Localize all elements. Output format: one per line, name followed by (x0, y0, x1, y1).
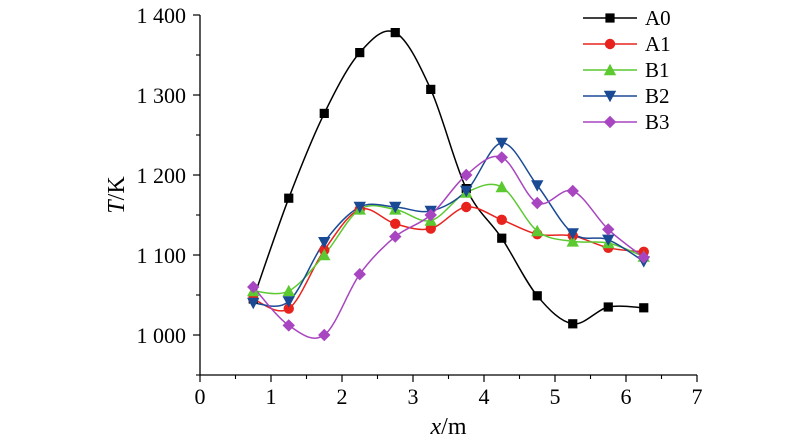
data-point-b3 (318, 328, 331, 342)
legend-label-b2: B2 (645, 84, 670, 108)
data-point-a0 (497, 233, 507, 243)
legend-label-a0: A0 (645, 6, 671, 30)
data-point-b3 (460, 168, 473, 182)
data-point-b2 (495, 137, 508, 150)
x-axis-var: x (430, 414, 442, 440)
data-point-b3 (602, 223, 615, 236)
data-point-b3 (353, 268, 366, 281)
x-tick-label: 2 (337, 384, 348, 409)
data-point-b2 (602, 234, 615, 246)
data-point-a0 (284, 193, 294, 203)
data-point-b1 (495, 180, 508, 193)
y-axis-var: T (104, 199, 130, 214)
data-point-b3 (637, 251, 650, 264)
legend-label-b1: B1 (645, 58, 670, 82)
x-ticks: 0 1 2 3 4 5 6 7 (195, 375, 703, 409)
x-tick-label: 0 (195, 384, 206, 409)
series-lines (252, 30, 645, 339)
data-point-b1 (531, 224, 544, 237)
data-point-b2 (282, 296, 295, 308)
legend-marker-a0 (605, 13, 615, 23)
data-point-b1 (282, 284, 295, 297)
legend-marker-b1 (603, 63, 617, 76)
series-markers (247, 28, 650, 342)
data-point-b1 (318, 248, 331, 261)
data-point-b2 (566, 228, 579, 240)
y-tick-label: 1 000 (137, 323, 187, 348)
data-point-b3 (566, 184, 579, 198)
x-axis-unit: /m (441, 414, 467, 440)
data-point-b3 (424, 208, 437, 222)
y-axis-title: T/K (104, 176, 130, 214)
legend-label-b3: B3 (645, 110, 670, 134)
legend-marker-b2 (603, 90, 617, 103)
x-axis-title: x/m (430, 414, 467, 440)
y-tick-label: 1 100 (137, 243, 187, 268)
data-point-a0 (319, 108, 329, 118)
data-point-b3 (495, 151, 508, 164)
data-point-b3 (389, 230, 402, 243)
data-point-b1 (566, 235, 579, 247)
data-point-b2 (247, 297, 260, 310)
data-point-a0 (603, 302, 613, 312)
data-point-a1 (425, 223, 436, 234)
series-line-b2 (253, 142, 645, 308)
data-point-a0 (390, 28, 400, 38)
y-tick-label: 1 400 (137, 3, 187, 28)
data-point-a1 (390, 218, 401, 229)
y-axis-unit: /K (104, 176, 130, 201)
data-point-a1 (461, 201, 472, 213)
data-point-b2 (318, 237, 331, 249)
x-tick-label: 1 (266, 384, 277, 409)
x-tick-label: 3 (408, 384, 419, 409)
data-point-a0 (426, 84, 436, 94)
data-point-b3 (531, 196, 544, 210)
x-tick-label: 6 (621, 384, 632, 409)
data-point-a1 (283, 303, 294, 314)
data-point-a0 (568, 319, 578, 329)
data-point-a1 (496, 214, 507, 225)
series-line-a0 (252, 30, 644, 325)
legend-marker-a1 (604, 38, 616, 50)
legend-marker-b3 (603, 115, 617, 129)
y-tick-label: 1 300 (137, 83, 187, 108)
data-point-a0 (355, 48, 365, 58)
data-point-b2 (353, 201, 366, 214)
data-point-b2 (389, 201, 402, 214)
y-ticks: 1 000 1 100 1 200 1 300 1 400 (137, 3, 200, 376)
series-line-b3 (252, 155, 645, 339)
legend-label-a1: A1 (645, 32, 671, 56)
x-tick-label: 7 (692, 384, 703, 409)
data-point-b2 (531, 180, 544, 192)
x-tick-label: 4 (479, 384, 490, 409)
y-tick-label: 1 200 (137, 163, 187, 188)
series-line-a1 (252, 206, 644, 312)
data-point-b3 (247, 280, 260, 294)
data-point-a0 (639, 303, 649, 313)
x-tick-label: 5 (550, 384, 561, 409)
data-point-b3 (282, 319, 295, 332)
data-point-b2 (460, 185, 473, 198)
data-point-a0 (532, 291, 542, 301)
